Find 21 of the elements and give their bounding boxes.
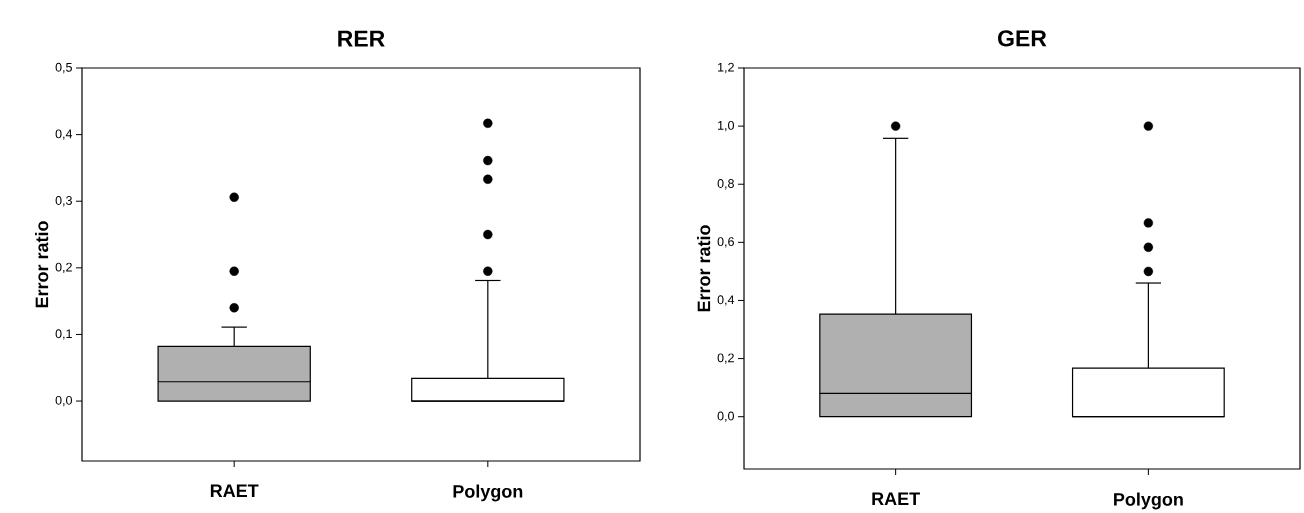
x-tick-label: RAET — [872, 492, 920, 505]
y-tick-label: 0,3 — [55, 196, 72, 207]
x-tick-label: Polygon — [453, 484, 523, 502]
y-tick-label: 0,4 — [55, 129, 73, 140]
y-axis-title: Error ratio — [697, 225, 711, 312]
y-tick-label: 1,2 — [718, 62, 734, 74]
y-tick-label: 0,0 — [717, 411, 734, 422]
y-tick-label: 0,2 — [717, 353, 734, 364]
y-tick-label: 0,4 — [717, 295, 735, 306]
y-tick-label: 0,1 — [55, 329, 72, 340]
chart-title: GER — [998, 30, 1047, 47]
y-tick-label: 1,0 — [718, 120, 734, 132]
y-tick-label: 0,2 — [55, 262, 72, 273]
y-tick-label: 0,0 — [55, 395, 72, 407]
chart-title: RER — [338, 30, 385, 47]
y-tick-label: 0,8 — [717, 179, 734, 190]
x-tick-label: Polygon — [1114, 492, 1183, 510]
y-axis-title: Error ratio — [35, 221, 49, 308]
x-tick-label: RAET — [210, 484, 259, 497]
y-tick-label: 0,6 — [717, 237, 734, 248]
y-tick-label: 0,5 — [55, 62, 72, 74]
